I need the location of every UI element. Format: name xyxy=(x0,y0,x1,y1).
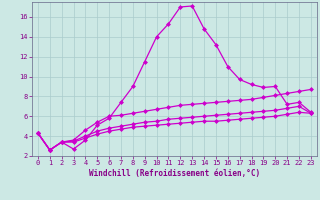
X-axis label: Windchill (Refroidissement éolien,°C): Windchill (Refroidissement éolien,°C) xyxy=(89,169,260,178)
